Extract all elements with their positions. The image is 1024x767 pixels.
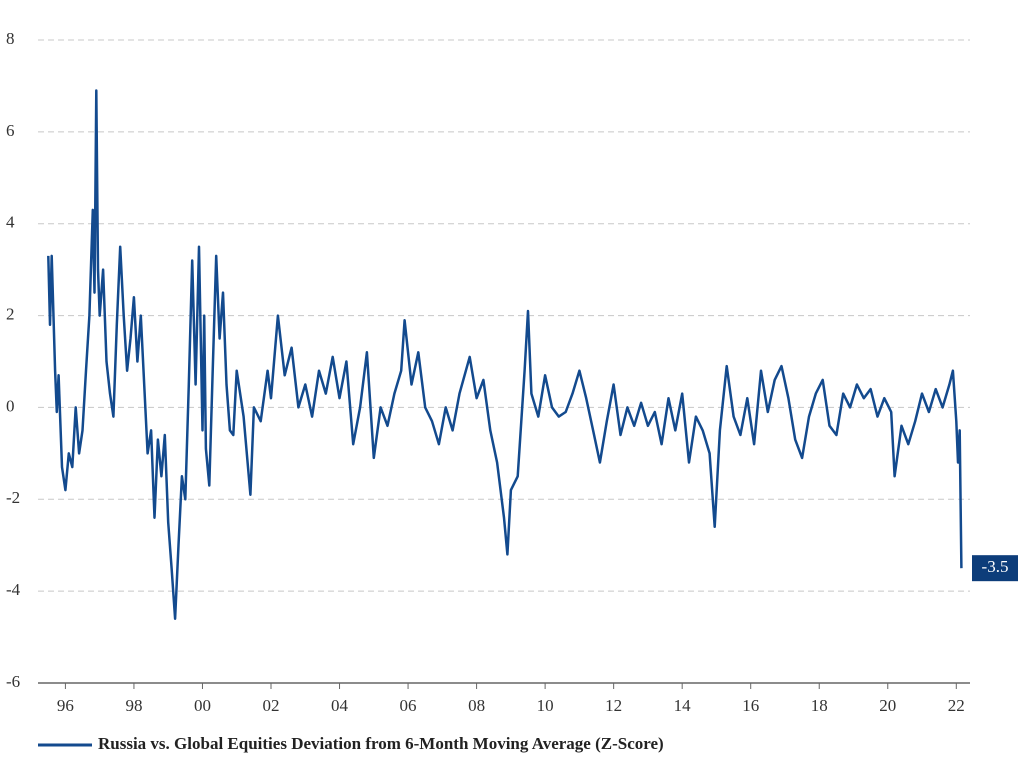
line xyxy=(47,89,963,620)
x-tick-label: 96 xyxy=(57,696,74,715)
x-tick-label: 08 xyxy=(468,696,485,715)
x-tick-label: 98 xyxy=(125,696,142,715)
value-label: -3.5 xyxy=(982,557,1009,576)
x-tick-label: 06 xyxy=(400,696,417,715)
x-tick-label: 02 xyxy=(263,696,280,715)
x-tick-label: 10 xyxy=(537,696,554,715)
y-tick-label: 2 xyxy=(6,304,15,323)
x-tick-label: 22 xyxy=(948,696,965,715)
x-tick-label: 00 xyxy=(194,696,211,715)
value-label-box xyxy=(972,555,1018,582)
y-tick-label: 4 xyxy=(6,213,15,232)
x-tick-label: 14 xyxy=(674,696,692,715)
y-tick-label: 8 xyxy=(6,29,15,48)
x-tick-label: 12 xyxy=(605,696,622,715)
y-tick-label: 0 xyxy=(6,396,15,415)
y-tick-label: -2 xyxy=(6,488,20,507)
y-tick-label: 6 xyxy=(6,121,15,140)
y-tick-label: -4 xyxy=(6,580,21,599)
x-tick-label: 04 xyxy=(331,696,349,715)
x-tick-label: 16 xyxy=(742,696,759,715)
x-tick-label: 18 xyxy=(811,696,828,715)
x-tick-label: 20 xyxy=(879,696,896,715)
legend-label: Russia vs. Global Equities Deviation fro… xyxy=(98,734,664,753)
y-tick-label: -6 xyxy=(6,672,20,691)
